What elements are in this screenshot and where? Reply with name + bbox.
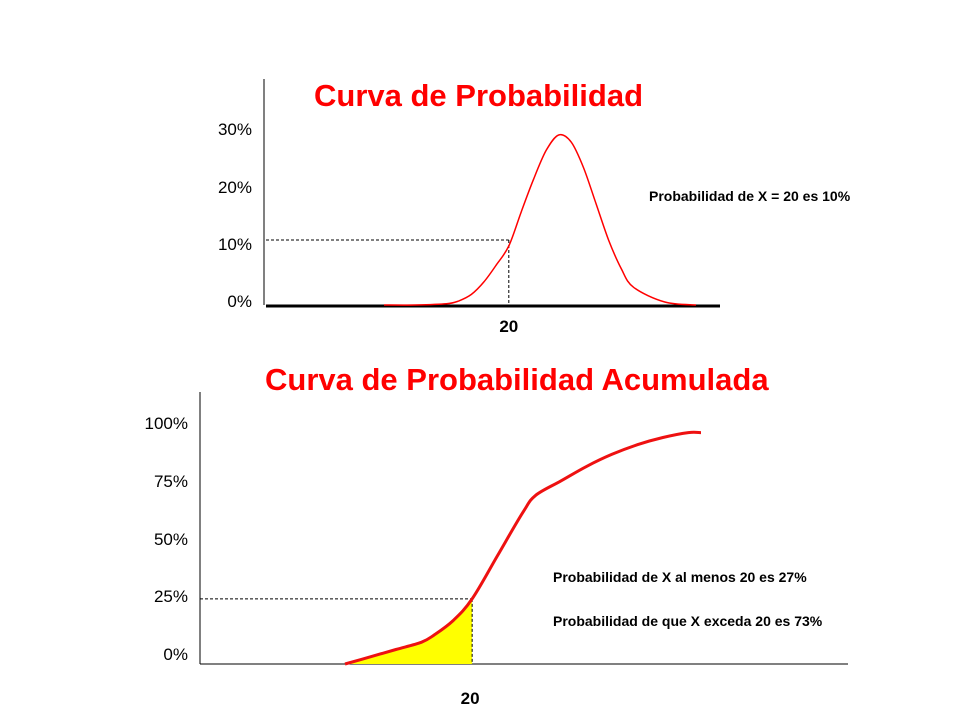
x-tick-label: 20 — [499, 317, 518, 336]
cumulative-curve — [344, 430, 702, 666]
y-tick-label: 10% — [218, 235, 252, 254]
y-tick-label: 100% — [145, 414, 188, 433]
y-tick-label: 75% — [154, 472, 188, 491]
annotation-bottom-2: Probabilidad de que X exceda 20 es 73% — [553, 613, 823, 629]
y-tick-label: 50% — [154, 530, 188, 549]
probability-chart: 0% 10% 20% 30% 20 — [218, 79, 720, 336]
y-tick-label: 20% — [218, 178, 252, 197]
chart-title-top: Curva de Probabilidad — [314, 78, 644, 113]
shaded-area — [345, 598, 473, 664]
x-tick-label: 20 — [461, 689, 480, 708]
probability-curve — [383, 133, 697, 306]
y-tick-label: 30% — [218, 120, 252, 139]
cumulative-probability-chart: 0% 25% 50% 75% 100% 20 — [145, 392, 848, 708]
y-tick-label: 25% — [154, 587, 188, 606]
chart-title-bottom: Curva de Probabilidad Acumulada — [265, 362, 769, 397]
y-tick-label: 0% — [163, 645, 188, 664]
y-tick-label: 0% — [227, 292, 252, 311]
annotation-bottom-1: Probabilidad de X al menos 20 es 27% — [553, 569, 807, 585]
annotation-top: Probabilidad de X = 20 es 10% — [649, 188, 851, 204]
